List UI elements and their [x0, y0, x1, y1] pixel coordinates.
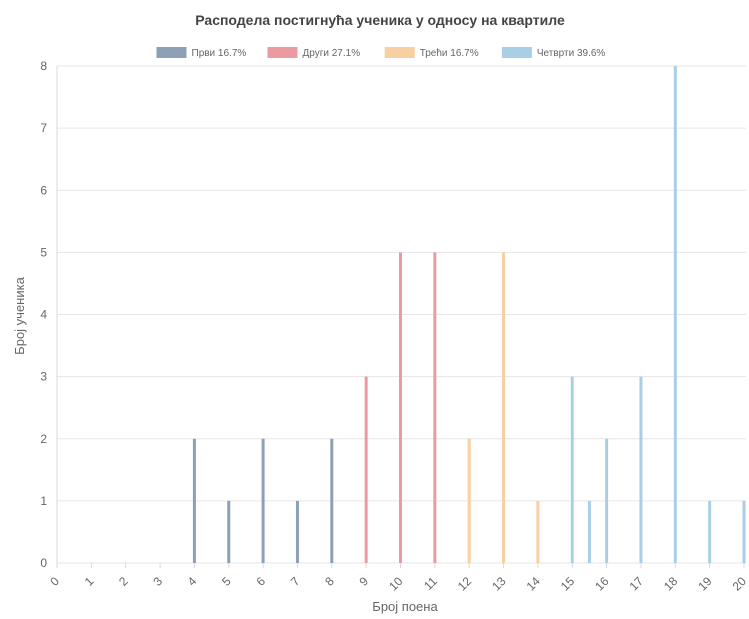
- y-tick-label: 5: [40, 245, 47, 259]
- y-tick-label: 8: [40, 59, 47, 73]
- x-tick-label: 8: [322, 574, 337, 589]
- chart-title: Расподела постигнућа ученика у односу на…: [195, 12, 565, 28]
- x-tick-label: 1: [82, 574, 97, 589]
- legend-swatch: [267, 47, 298, 58]
- x-tick-label: 3: [150, 574, 165, 589]
- x-tick-label: 0: [47, 574, 62, 589]
- bar: [639, 376, 643, 563]
- legend-swatch: [156, 47, 187, 58]
- x-tick-label: 2: [116, 574, 131, 589]
- bar: [570, 376, 574, 563]
- bar: [536, 500, 540, 563]
- bar: [261, 438, 265, 563]
- x-tick-label: 4: [185, 574, 200, 589]
- x-tick-label: 6: [253, 574, 268, 589]
- x-tick-label: 9: [357, 574, 372, 589]
- x-tick-label: 14: [524, 574, 544, 594]
- legend-label: Четврти 39.6%: [537, 48, 606, 59]
- y-tick-label: 4: [40, 308, 47, 322]
- x-tick-label: 16: [592, 574, 612, 594]
- bar: [192, 438, 196, 563]
- bar: [742, 500, 746, 563]
- legend-label: Први 16.7%: [192, 48, 247, 59]
- x-tick-label: 5: [219, 574, 234, 589]
- legend-swatch: [501, 47, 532, 58]
- x-tick-label: 12: [455, 574, 475, 594]
- bars: [192, 66, 746, 563]
- bar: [587, 500, 591, 563]
- bar: [673, 66, 677, 563]
- x-tick-label: 18: [661, 574, 681, 594]
- legend-label: Трећи 16.7%: [420, 48, 479, 59]
- x-tick-label: 13: [489, 574, 509, 594]
- bar: [330, 438, 334, 563]
- y-axis-ticks: 0 1 2 3 4 5 6 7 8: [40, 59, 47, 570]
- x-tick-label: 10: [386, 574, 406, 594]
- bar: [227, 500, 231, 563]
- bar: [364, 376, 368, 563]
- x-tick-label: 19: [695, 574, 715, 594]
- x-tick-label: 7: [288, 574, 303, 589]
- x-tick-label: 17: [627, 574, 647, 594]
- y-tick-label: 7: [40, 121, 47, 135]
- y-axis-title: Број ученика: [12, 276, 27, 354]
- y-tick-label: 0: [40, 556, 47, 570]
- bar: [433, 252, 437, 563]
- legend-swatch: [384, 47, 415, 58]
- bar: [295, 500, 299, 563]
- y-tick-label: 2: [40, 432, 47, 446]
- legend: Први 16.7% Други 27.1% Трећи 16.7% Четврти …: [156, 47, 606, 59]
- y-tick-label: 1: [40, 494, 47, 508]
- x-tick-label: 11: [421, 574, 440, 593]
- x-axis-title: Број поена: [372, 599, 438, 614]
- x-axis-ticks: 0 1 2 3 4 5 6 7 8 9 10 11 12 13 14 15 16 17 18 19 20: [47, 563, 749, 594]
- bar: [708, 500, 712, 563]
- x-tick-label: 20: [730, 574, 749, 594]
- bar: [399, 252, 402, 563]
- bar: [605, 438, 609, 563]
- y-tick-label: 6: [40, 183, 47, 197]
- x-tick-label: 15: [558, 574, 578, 594]
- y-tick-label: 3: [40, 370, 47, 384]
- bar: [502, 252, 506, 563]
- legend-label: Други 27.1%: [303, 48, 361, 59]
- bar: [467, 438, 471, 563]
